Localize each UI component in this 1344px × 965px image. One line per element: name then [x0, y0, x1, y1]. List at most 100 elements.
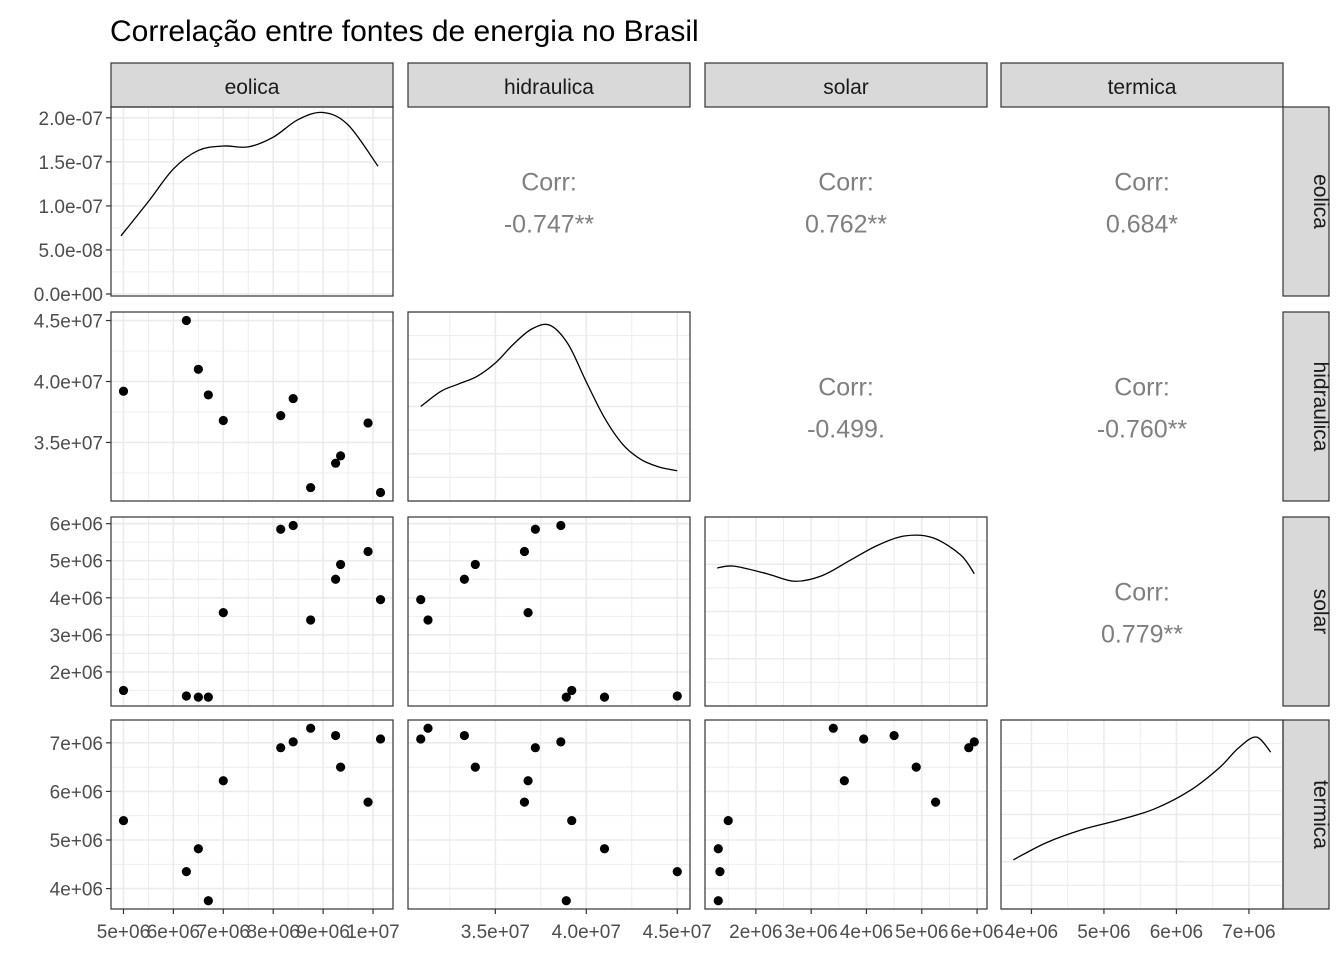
corr-value-hidraulica-solar: -0.499.: [807, 416, 885, 444]
corr-value-hidraulica-termica: -0.760**: [1097, 416, 1188, 444]
scatter-point-termica-solar: [715, 866, 725, 877]
corr-label-eolica-hidraulica: Corr:: [521, 169, 577, 197]
x-tick-label-eolica: 5e+06: [97, 922, 150, 943]
scatter-point-termica-hidraulica: [567, 815, 577, 826]
scatter-point-termica-hidraulica: [599, 844, 610, 854]
scatter-point-termica-eolica: [193, 844, 203, 854]
scatter-point-hidraulica-eolica: [193, 364, 203, 374]
row-strip-label-hidraulica: hidraulica: [1309, 362, 1332, 452]
y-tick-label-eolica: 0.0e+00: [34, 285, 103, 306]
density-curve-solar: [717, 534, 975, 582]
scatter-point-termica-hidraulica: [459, 730, 469, 741]
x-tick-label-solar: 4e+06: [840, 922, 893, 943]
scatter-point-termica-solar: [859, 734, 869, 744]
corr-label-eolica-termica: Corr:: [1114, 169, 1170, 197]
x-tick-label-solar: 2e+06: [729, 922, 782, 943]
column-strip-solar: [704, 62, 988, 108]
column-strip-label-termica: termica: [1108, 76, 1177, 99]
y-tick-label-solar: 4e+06: [50, 589, 103, 610]
scatter-point-termica-solar: [713, 844, 723, 854]
column-strip-label-solar: solar: [823, 76, 869, 99]
panel-border-solar-eolica: [110, 516, 394, 707]
y-tick-label-eolica: 1.5e-07: [39, 153, 103, 174]
scatter-point-termica-solar: [930, 797, 941, 807]
corr-value-eolica-solar: 0.762**: [805, 211, 887, 239]
scatter-point-termica-eolica: [276, 743, 286, 753]
panel-grid-termica-termica: [1001, 719, 1283, 910]
scatter-point-solar-eolica: [335, 559, 346, 570]
scatter-point-solar-eolica: [288, 520, 298, 531]
density-curve-termica: [1013, 736, 1272, 861]
x-tick-label-solar: 3e+06: [784, 922, 837, 943]
scatter-point-solar-eolica: [193, 692, 203, 702]
scatter-point-termica-hidraulica: [556, 737, 566, 747]
x-tick-label-termica: 5e+06: [1077, 922, 1130, 943]
scatter-point-termica-eolica: [331, 730, 341, 741]
panel-grid-solar-solar: [705, 516, 987, 707]
column-strip-termica: [1000, 62, 1284, 108]
scatter-point-termica-hidraulica: [561, 896, 571, 906]
scatter-point-termica-hidraulica: [416, 734, 426, 744]
scatter-point-solar-eolica: [363, 546, 373, 557]
scatter-point-termica-eolica: [335, 762, 346, 772]
chart-title: Correlação entre fontes de energia no Br…: [110, 15, 699, 48]
panel-border-solar-solar: [704, 516, 988, 707]
scatter-point-solar-hidraulica: [459, 574, 469, 584]
scatter-point-hidraulica-eolica: [288, 393, 298, 404]
scatter-point-hidraulica-eolica: [218, 415, 228, 426]
panel-border-solar-hidraulica: [407, 516, 691, 707]
corr-label-hidraulica-solar: Corr:: [818, 374, 874, 402]
y-tick-label-solar: 6e+06: [50, 515, 103, 536]
scatter-point-hidraulica-eolica: [306, 482, 316, 493]
column-strip-eolica: [110, 62, 394, 108]
scatter-point-termica-solar: [828, 723, 838, 733]
row-strip-solar: [1282, 516, 1330, 707]
panel-border-hidraulica-hidraulica: [407, 311, 691, 502]
row-strip-label-termica: termica: [1309, 780, 1332, 849]
panel-grid-eolica-eolica: [111, 107, 393, 296]
scatter-point-solar-hidraulica: [530, 524, 540, 534]
panel-border-termica-termica: [1000, 719, 1284, 910]
scatter-point-termica-hidraulica: [423, 723, 433, 733]
corr-label-eolica-solar: Corr:: [818, 169, 874, 197]
panel-grid-termica-eolica: [111, 720, 393, 909]
scatter-point-termica-hidraulica: [470, 762, 480, 772]
panel-border-termica-solar: [704, 719, 988, 910]
x-tick-label-termica: 4e+06: [1005, 922, 1058, 943]
scatter-point-termica-eolica: [218, 776, 228, 786]
scatter-point-solar-eolica: [203, 692, 213, 702]
scatter-point-solar-hidraulica: [519, 546, 530, 557]
scatter-point-termica-solar: [839, 776, 849, 786]
x-tick-label-termica: 7e+06: [1222, 922, 1275, 943]
scatter-point-termica-eolica: [363, 797, 373, 807]
panel-grid-termica-hidraulica: [408, 720, 690, 909]
x-tick-label-eolica: 6e+06: [147, 922, 200, 943]
scatter-point-solar-eolica: [218, 608, 228, 618]
scatter-point-hidraulica-eolica: [375, 487, 386, 498]
scatter-point-solar-eolica: [331, 574, 341, 584]
x-tick-label-hidraulica: 4.5e+07: [643, 922, 712, 943]
scatter-point-termica-hidraulica: [519, 797, 530, 807]
density-curve-eolica: [120, 111, 379, 237]
y-tick-label-termica: 7e+06: [50, 734, 103, 755]
scatter-point-solar-hidraulica: [556, 520, 566, 531]
column-strip-hidraulica: [407, 62, 691, 108]
scatter-point-termica-eolica: [181, 866, 191, 877]
row-strip-eolica: [1282, 106, 1330, 297]
scatter-point-termica-solar: [969, 737, 979, 747]
panel-grid-termica-solar: [705, 720, 987, 909]
scatter-point-solar-eolica: [276, 524, 286, 534]
panel-border-hidraulica-eolica: [110, 311, 394, 502]
x-tick-label-hidraulica: 3.5e+07: [461, 922, 530, 943]
y-tick-label-hidraulica: 3.5e+07: [34, 433, 103, 454]
panel-grid-solar-hidraulica: [408, 517, 690, 706]
panel-border-eolica-eolica: [110, 106, 394, 297]
corr-value-eolica-hidraulica: -0.747**: [504, 211, 595, 239]
scatter-point-termica-hidraulica: [672, 866, 682, 877]
corr-label-solar-termica: Corr:: [1114, 579, 1170, 607]
y-tick-label-eolica: 2.0e-07: [39, 109, 103, 130]
scatter-point-termica-solar: [723, 815, 733, 826]
corr-value-eolica-termica: 0.684*: [1106, 211, 1179, 239]
